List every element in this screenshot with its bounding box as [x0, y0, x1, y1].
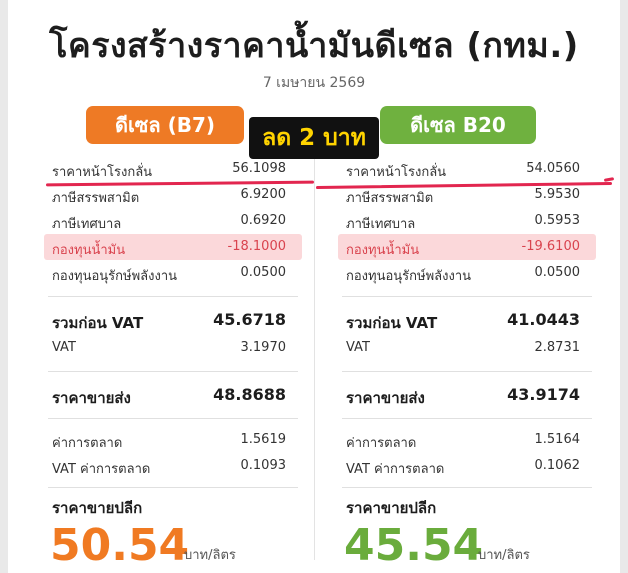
row-label: กองทุนอนุรักษ์พลังงาน — [52, 269, 178, 284]
page-title: โครงสร้างราคาน้ำมันดีเซล (กทม.) — [49, 26, 579, 66]
b7-row-oil-fund: กองทุนน้ำมัน -18.1000 — [44, 234, 302, 260]
row-value: 3.1970 — [240, 340, 287, 355]
b20-retail-unit: บาท/ลิตร — [478, 548, 530, 563]
row-label: VAT ค่าการตลาด — [52, 462, 151, 477]
row-value: 0.1062 — [534, 458, 581, 473]
price-cut-badge: ลด 2 บาท — [249, 117, 379, 159]
row-label: VAT ค่าการตลาด — [346, 462, 445, 477]
divider — [342, 418, 592, 419]
row-value: 2.8731 — [534, 340, 581, 355]
b7-row-wholesale: ราคาขายส่ง 48.8688 — [44, 382, 302, 410]
divider — [48, 487, 298, 488]
b20-row-margin-vat: VAT ค่าการตลาด 0.1062 — [338, 453, 596, 479]
b20-row-municipal: ภาษีเทศบาล 0.5953 — [338, 208, 596, 234]
b7-row-excise: ภาษีสรรพสามิต 6.9200 — [44, 182, 302, 208]
row-value: 0.0500 — [534, 265, 581, 280]
b20-column: ราคาหน้าโรงกลั่น 54.0560 ภาษีสรรพสามิต 5… — [338, 156, 596, 573]
b20-row-vat: VAT 2.8731 — [338, 335, 596, 361]
row-value: 0.6920 — [240, 213, 287, 228]
row-value: 1.5164 — [534, 432, 581, 447]
b20-row-excise: ภาษีสรรพสามิต 5.9530 — [338, 182, 596, 208]
b7-retail-price: 50.54 บาท/ลิตร — [44, 520, 302, 573]
b20-row-conservation-fund: กองทุนอนุรักษ์พลังงาน 0.0500 — [338, 260, 596, 286]
b20-retail-label: ราคาขายปลีก — [346, 499, 437, 517]
row-label: กองทุนน้ำมัน — [52, 243, 126, 258]
row-label: ราคาขายส่ง — [52, 389, 131, 407]
row-value: 5.9530 — [534, 187, 581, 202]
row-label: รวมก่อน VAT — [52, 314, 144, 332]
b20-row-margin: ค่าการตลาด 1.5164 — [338, 427, 596, 453]
row-value: 0.0500 — [240, 265, 287, 280]
b20-row-wholesale: ราคาขายส่ง 43.9174 — [338, 382, 596, 410]
b20-row-oil-fund: กองทุนน้ำมัน -19.6100 — [338, 234, 596, 260]
row-value: -18.1000 — [227, 239, 286, 254]
row-label: ภาษีสรรพสามิต — [52, 191, 140, 206]
divider — [48, 418, 298, 419]
left-margin — [0, 0, 8, 573]
column-divider — [314, 150, 315, 560]
row-label: ค่าการตลาด — [346, 436, 417, 451]
divider — [342, 371, 592, 372]
row-label: VAT — [346, 340, 370, 355]
row-label: VAT — [52, 340, 76, 355]
divider — [48, 296, 298, 297]
b7-retail-label: ราคาขายปลีก — [52, 499, 143, 517]
b7-retail-unit: บาท/ลิตร — [184, 548, 236, 563]
row-value: 45.6718 — [213, 310, 286, 329]
b7-row-margin: ค่าการตลาด 1.5619 — [44, 427, 302, 453]
row-value: 6.9200 — [240, 187, 287, 202]
divider — [342, 296, 592, 297]
row-label: ค่าการตลาด — [52, 436, 123, 451]
b7-row-refinery: ราคาหน้าโรงกลั่น 56.1098 — [44, 156, 302, 182]
b20-row-pre-vat: รวมก่อน VAT 41.0443 — [338, 307, 596, 335]
b7-row-margin-vat: VAT ค่าการตลาด 0.1093 — [44, 453, 302, 479]
row-value: 0.1093 — [240, 458, 287, 473]
row-value: 43.9174 — [507, 385, 580, 404]
right-margin — [620, 0, 628, 573]
row-value: 48.8688 — [213, 385, 286, 404]
row-label: ราคาหน้าโรงกลั่น — [52, 165, 153, 180]
row-value: -19.6100 — [521, 239, 580, 254]
b7-row-pre-vat: รวมก่อน VAT 45.6718 — [44, 307, 302, 335]
b20-retail-value: 45.54 — [344, 520, 484, 571]
divider — [342, 487, 592, 488]
row-value: 56.1098 — [232, 161, 286, 176]
row-label: ราคาขายส่ง — [346, 389, 425, 407]
b7-row-vat: VAT 3.1970 — [44, 335, 302, 361]
b7-row-conservation-fund: กองทุนอนุรักษ์พลังงาน 0.0500 — [44, 260, 302, 286]
row-label: ภาษีเทศบาล — [346, 217, 416, 232]
row-label: กองทุนน้ำมัน — [346, 243, 420, 258]
b7-header-pill: ดีเซล (B7) — [86, 106, 244, 144]
row-value: 54.0560 — [526, 161, 580, 176]
row-value: 1.5619 — [240, 432, 287, 447]
page-date: 7 เมษายน 2569 — [262, 75, 366, 91]
row-label: ราคาหน้าโรงกลั่น — [346, 165, 447, 180]
row-value: 41.0443 — [507, 310, 580, 329]
row-label: ภาษีเทศบาล — [52, 217, 122, 232]
b7-column: ราคาหน้าโรงกลั่น 56.1098 ภาษีสรรพสามิต 6… — [44, 156, 302, 573]
divider — [48, 371, 298, 372]
b20-header-pill: ดีเซล B20 — [380, 106, 536, 144]
b7-row-municipal: ภาษีเทศบาล 0.6920 — [44, 208, 302, 234]
b20-row-refinery: ราคาหน้าโรงกลั่น 54.0560 — [338, 156, 596, 182]
row-value: 0.5953 — [534, 213, 581, 228]
b20-retail-price: 45.54 บาท/ลิตร — [338, 520, 596, 573]
row-label: รวมก่อน VAT — [346, 314, 438, 332]
row-label: กองทุนอนุรักษ์พลังงาน — [346, 269, 472, 284]
b7-retail-value: 50.54 — [50, 520, 190, 571]
row-label: ภาษีสรรพสามิต — [346, 191, 434, 206]
